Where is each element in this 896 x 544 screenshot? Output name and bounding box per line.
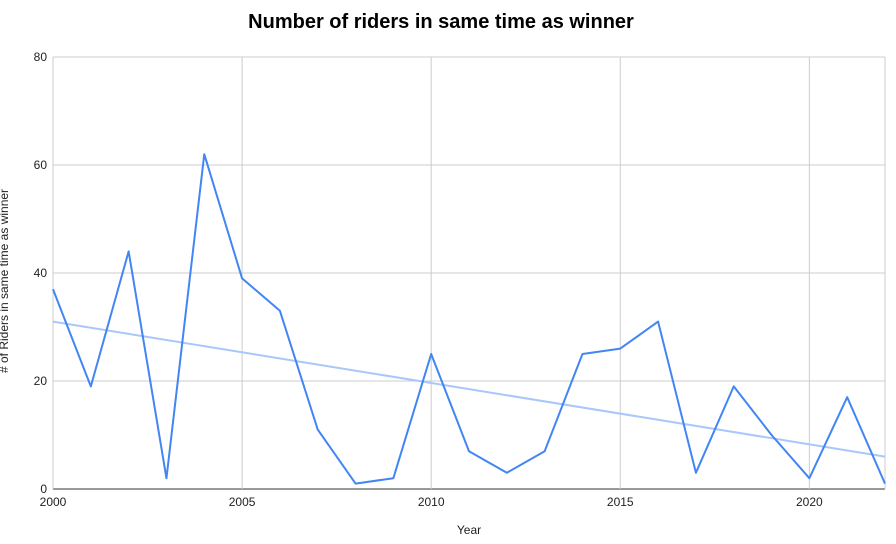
x-axis-label: Year [457,523,481,537]
x-tick-label: 2015 [607,495,634,509]
trendline [52,320,886,458]
y-axis-label: # of Riders in same time as winner [0,189,11,373]
y-tick-label: 80 [34,50,48,64]
y-tick-label: 20 [34,374,48,388]
y-tick-label: 0 [40,482,47,496]
chart-title: Number of riders in same time as winner [248,11,634,33]
x-tick-label: 2000 [40,495,67,509]
y-axis-ticks: 0 20 40 60 80 [34,50,48,496]
x-tick-label: 2020 [796,495,823,509]
gridlines [52,56,886,490]
series-layer [52,153,886,485]
series-line [52,153,886,485]
x-axis-ticks: 2000 2005 2010 2015 2020 [40,495,823,509]
x-tick-label: 2005 [229,495,256,509]
trendline-layer [52,320,886,458]
x-tick-label: 2010 [418,495,445,509]
y-tick-label: 40 [34,266,48,280]
y-tick-label: 60 [34,158,48,172]
